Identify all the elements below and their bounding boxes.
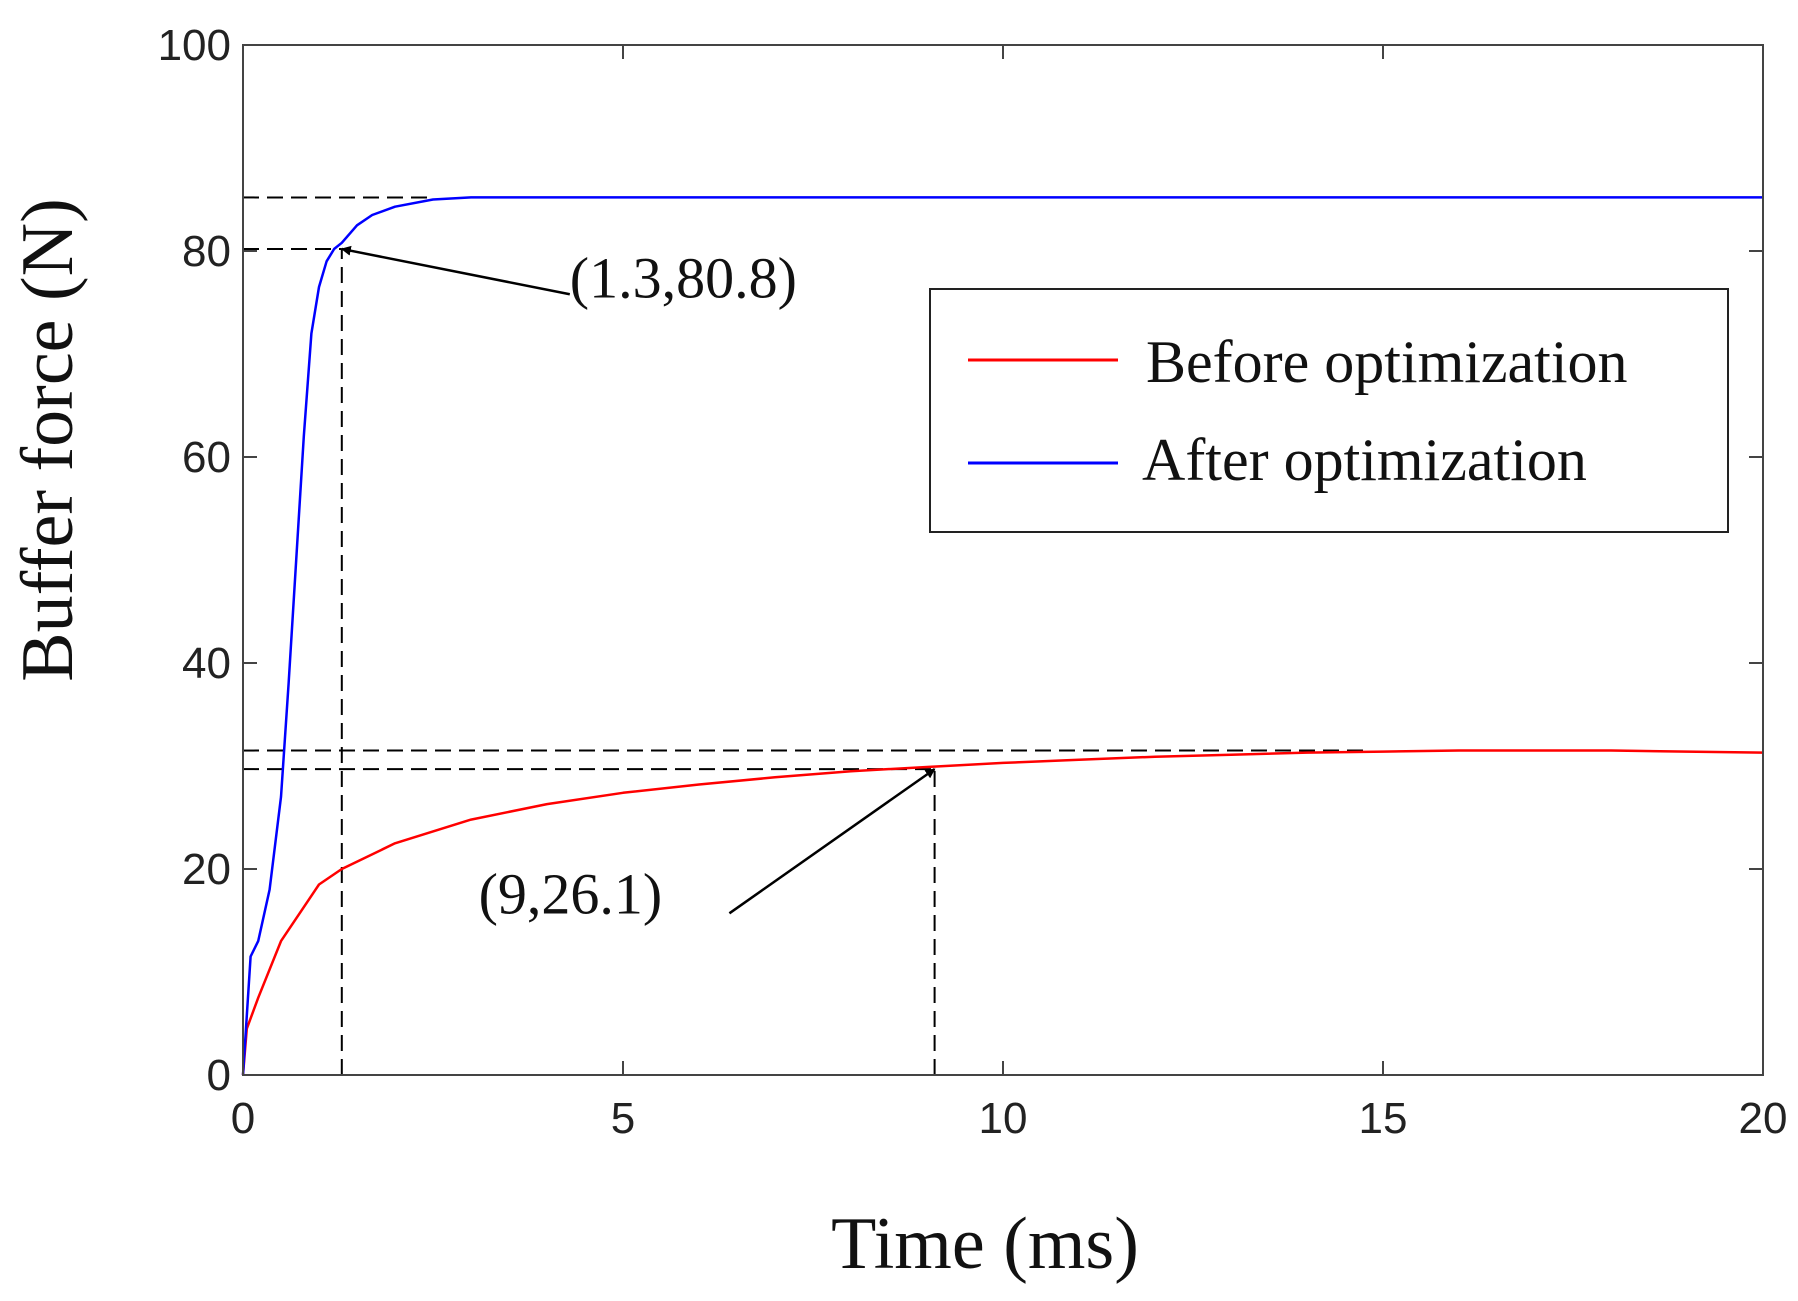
x-tick-label-10: 10 xyxy=(979,1094,1028,1143)
axis-ticks: 0 5 10 15 20 0 20 40 60 80 100 xyxy=(158,21,1788,1143)
annotation-label-0: (1.3,80.8) xyxy=(570,245,797,310)
series-layer xyxy=(241,196,1764,1076)
annotation-arrow-0 xyxy=(340,245,571,296)
x-tick-label-20: 20 xyxy=(1739,1094,1788,1143)
y-tick-label-100: 100 xyxy=(158,21,231,70)
y-tick-label-20: 20 xyxy=(182,845,231,894)
y-tick-label-0: 0 xyxy=(207,1051,231,1100)
y-axis-title: Buffer force (N) xyxy=(7,198,89,682)
legend: Before optimization After optimization xyxy=(929,288,1729,533)
y-tick-label-60: 60 xyxy=(182,433,231,482)
series-line-after-optimization xyxy=(241,196,1763,1076)
series-line-before-optimization xyxy=(241,749,1764,1076)
y-tick-label-80: 80 xyxy=(182,227,231,276)
x-tick-label-5: 5 xyxy=(611,1094,635,1143)
annotation-label-1: (9,26.1) xyxy=(479,861,663,926)
annotations: (1.3,80.8) (9,26.1) xyxy=(340,245,936,926)
x-tick-label-0: 0 xyxy=(231,1094,255,1143)
x-axis-title: Time (ms) xyxy=(831,1203,1139,1285)
legend-label-before: Before optimization xyxy=(1146,329,1628,395)
x-tick-label-15: 15 xyxy=(1359,1094,1408,1143)
annotation-arrow-1 xyxy=(728,768,936,915)
legend-label-after: After optimization xyxy=(1142,427,1587,493)
reference-lines xyxy=(243,196,1368,1075)
y-tick-label-40: 40 xyxy=(182,639,231,688)
legend-box xyxy=(929,288,1729,533)
plot-area-background xyxy=(243,45,1763,1075)
